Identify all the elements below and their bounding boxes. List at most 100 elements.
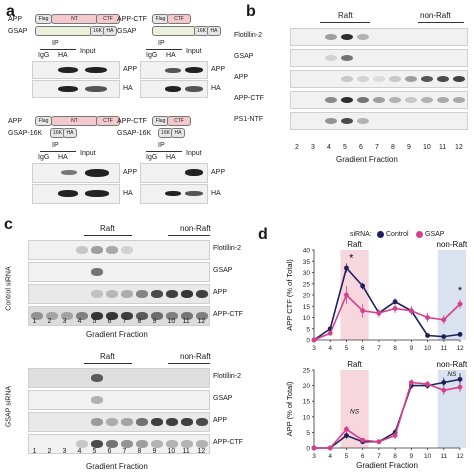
lane-number: 9 [407, 144, 411, 151]
x-tick-label: 10 [424, 453, 432, 460]
band [30, 312, 43, 320]
lane-number: 2 [295, 144, 299, 151]
series-line-control [314, 378, 461, 449]
lane-number: 12 [197, 448, 206, 455]
construct-label-app: APP [8, 16, 23, 23]
x-tick-label: 11 [440, 453, 447, 460]
y-tick-label: 10 [303, 315, 311, 322]
lane-number: 11 [182, 448, 190, 455]
blot-label-app: APP [123, 66, 138, 73]
annotation: * [458, 285, 463, 297]
blot-app [32, 163, 120, 183]
gsap-raft-bar [84, 363, 132, 364]
blot-label-ps1-ntf: PS1-NTF [234, 116, 264, 123]
band [436, 75, 450, 83]
blot-strip-flotillin-2 [28, 368, 210, 388]
gsap-raft-label: Raft [100, 352, 115, 361]
panel-a: APP GSAP Flag NT CTF 16K HA IP IgG HA In… [0, 0, 240, 215]
panel-b-xlabel: Gradient Fraction [336, 155, 398, 164]
blot-strip-gsap [290, 49, 468, 67]
blot-strip-flotillin-2 [28, 240, 210, 260]
panel-b: Raft non-Raft Flotillin-2 GSAP APP APP-CTF P… [234, 0, 474, 215]
blot-strip-gsap [28, 390, 210, 410]
band [75, 246, 88, 254]
region-label: non-Raft [437, 360, 468, 369]
data-point [392, 306, 398, 311]
lane-ha: HA [166, 52, 176, 59]
data-point [376, 310, 382, 316]
ip-bar [40, 151, 76, 152]
band [135, 312, 148, 320]
control-xlabel: Gradient Fraction [86, 330, 148, 339]
lane-number: 9 [152, 448, 157, 455]
ip-bar [146, 49, 182, 50]
ip-label: IP [52, 142, 59, 149]
band [105, 418, 118, 426]
band [404, 96, 418, 104]
band [180, 440, 193, 448]
x-tick-label: 8 [393, 453, 397, 460]
blot-app [32, 61, 120, 79]
data-point [441, 317, 447, 323]
band [105, 290, 118, 298]
x-tick-label: 3 [312, 453, 316, 460]
x-tick-label: 11 [440, 345, 447, 352]
blot-app [140, 61, 208, 79]
control-nonraft-label: non-Raft [180, 224, 211, 233]
y-tick-label: 15 [303, 304, 311, 311]
flag-tag: Flag [35, 14, 52, 24]
band [180, 418, 193, 426]
lane-number: 9 [152, 318, 157, 325]
y-tick-label: 15 [303, 399, 311, 406]
region-label: Raft [347, 240, 362, 249]
lane-number: 10 [167, 318, 176, 325]
data-point [457, 301, 463, 307]
ip-label: IP [158, 40, 165, 47]
x-tick-label: 6 [361, 453, 365, 460]
band [195, 290, 208, 298]
x-tick-label: 9 [410, 345, 414, 352]
band [420, 96, 434, 104]
lane-number: 12 [197, 318, 206, 325]
blot-label-app: APP [213, 417, 228, 424]
data-point [441, 334, 447, 340]
blot-strip-app-ctf [290, 91, 468, 109]
data-point [457, 376, 463, 382]
y-tick-label: 25 [303, 368, 311, 375]
band [340, 117, 354, 125]
band [195, 440, 208, 448]
x-tick-label: 12 [456, 453, 464, 460]
panel-c: Raft non-Raft Control siRNA Flotillin-2 G… [0, 215, 250, 474]
band [436, 96, 450, 104]
blot-strip-app-ctf [28, 434, 210, 454]
x-axis-label: Gradient Fraction [356, 461, 418, 470]
blot-strip-flotillin-2 [290, 28, 468, 46]
region-label: non-Raft [437, 240, 468, 249]
legend: siRNA: Control GSAP [350, 230, 472, 240]
y-tick-label: 40 [303, 248, 311, 255]
nt-domain: NT [51, 116, 98, 126]
blot-label-app-ctf: APP-CTF [213, 439, 243, 446]
lane-number: 12 [455, 144, 463, 151]
band [105, 312, 118, 320]
x-tick-label: 7 [377, 345, 381, 352]
band [120, 290, 133, 298]
band [340, 33, 354, 41]
control-sirna-label: Control siRNA [5, 266, 13, 311]
band [452, 96, 466, 104]
band [340, 96, 354, 104]
y-tick-label: 20 [303, 383, 311, 390]
lane-number: 6 [359, 144, 363, 151]
band [195, 418, 208, 426]
blot-label-ha: HA [211, 85, 221, 92]
band [356, 75, 370, 83]
lane-igg: IgG [146, 52, 158, 59]
blot-label-app: APP [211, 169, 226, 176]
lane-number: 1 [32, 448, 37, 455]
app-chart: Raft non-Raft 0 5 10 15 20 25 3 4 5 6 7 8 9 10 11 12 APP (… [285, 360, 468, 470]
y-axis-label: APP CTF (% of Total) [285, 259, 294, 331]
data-point [344, 292, 349, 298]
ctf-domain: CTF [96, 116, 120, 126]
series-line-gsap [313, 293, 461, 341]
ctf-domain: CTF [167, 116, 191, 126]
